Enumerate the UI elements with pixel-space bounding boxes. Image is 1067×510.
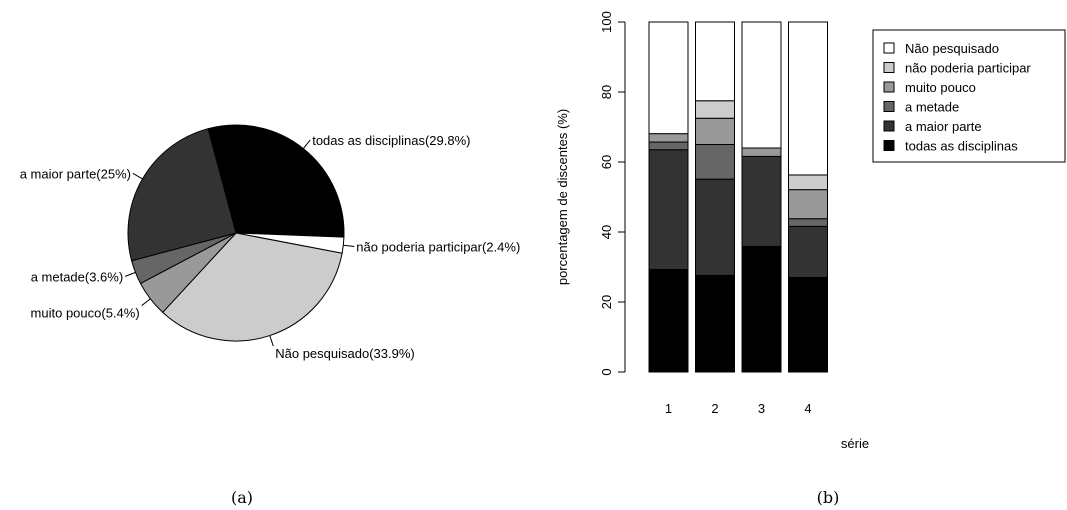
bar-segment-nao-pesquisado-1 xyxy=(648,21,689,135)
bar-segment-nao-poderia-participar-2 xyxy=(695,100,735,119)
y-tick-label: 60 xyxy=(599,155,614,169)
bar-segment-a-metade-1 xyxy=(648,141,689,151)
bar-segment-muito-pouco-1 xyxy=(648,133,689,143)
bar-segment-nao-pesquisado-4 xyxy=(788,21,828,176)
bar-segment-muito-pouco-2 xyxy=(695,117,735,145)
legend-label-muito-pouco: muito pouco xyxy=(905,80,976,95)
y-tick-label: 0 xyxy=(599,368,614,375)
bar-segment-a-maior-parte-2 xyxy=(695,178,735,276)
legend-label-a-metade: a metade xyxy=(905,100,959,115)
legend-swatch-muito-pouco xyxy=(883,81,895,93)
pie-label-leader xyxy=(343,244,355,247)
pie-slice-todas-as-disciplinas xyxy=(207,124,345,238)
pie-caption: (a) xyxy=(231,488,253,507)
bar-segment-a-metade-2 xyxy=(695,144,735,180)
bar-segment-nao-pesquisado-3 xyxy=(741,21,782,149)
bar-segment-a-maior-parte-1 xyxy=(648,149,689,270)
legend-label-a-maior-parte: a maior parte xyxy=(905,119,982,134)
bar-segment-todas-as-disciplinas-1 xyxy=(648,268,689,373)
pie-label-leader xyxy=(125,271,136,277)
legend-swatch-a-maior-parte xyxy=(883,120,895,132)
bar-segment-todas-as-disciplinas-4 xyxy=(788,277,828,373)
legend-label-nao-poderia-participar: não poderia participar xyxy=(905,61,1031,76)
x-tick-label: 3 xyxy=(758,401,765,416)
bar-caption: (b) xyxy=(817,488,840,507)
x-axis-label: série xyxy=(841,436,869,451)
pie-label-leader xyxy=(302,139,311,149)
pie-label-nao-pesquisado: Não pesquisado(33.9%) xyxy=(275,346,414,361)
pie-label-todas-as-disciplinas: todas as disciplinas(29.8%) xyxy=(312,133,470,148)
pie-label-leader xyxy=(269,335,274,347)
bar-segment-nao-poderia-participar-4 xyxy=(788,174,828,191)
legend-box xyxy=(872,29,1066,163)
y-tick-label: 100 xyxy=(599,11,614,33)
pie-chart: todas as disciplinas(29.8%) não poderia p… xyxy=(20,124,520,361)
legend: Não pesquisado não poderia participar muit… xyxy=(872,29,1066,163)
legend-label-nao-pesquisado: Não pesquisado xyxy=(905,41,999,56)
x-tick-label: 1 xyxy=(665,401,672,416)
bar-segment-muito-pouco-3 xyxy=(741,147,782,157)
x-tick-label: 2 xyxy=(711,401,718,416)
y-axis-label: porcentagem de discentes (%) xyxy=(555,109,570,285)
bar-segment-a-metade-4 xyxy=(788,218,828,227)
bar-segment-a-maior-parte-4 xyxy=(788,225,828,278)
legend-swatch-nao-poderia-participar xyxy=(883,62,895,73)
x-tick-label: 4 xyxy=(804,401,811,416)
pie-label-leader xyxy=(132,172,143,180)
pie-label-a-maior-parte: a maior parte(25%) xyxy=(20,166,131,181)
legend-swatch-a-metade xyxy=(883,101,895,112)
bar-segment-todas-as-disciplinas-2 xyxy=(695,274,735,373)
bar-segment-a-maior-parte-3 xyxy=(741,155,782,247)
y-tick-label: 20 xyxy=(599,295,614,309)
pie-label-a-metade: a metade(3.6%) xyxy=(31,269,124,284)
pie-label-muito-pouco: muito pouco(5.4%) xyxy=(31,306,140,321)
bar-segment-muito-pouco-4 xyxy=(788,189,828,220)
legend-label-todas-as-disciplinas: todas as disciplinas xyxy=(905,139,1018,154)
pie-slice-a-maior-parte xyxy=(127,128,237,262)
legend-swatch-nao-pesquisado xyxy=(883,42,895,54)
pie-label-leader xyxy=(141,298,151,306)
y-tick-label: 40 xyxy=(599,225,614,239)
pie-slice-nao-pesquisado xyxy=(162,232,343,342)
stacked-bar-chart: 0 20 40 60 80 100 porcentagem de discentes (%)… xyxy=(555,11,1066,451)
y-tick-label: 80 xyxy=(599,85,614,99)
legend-swatch-todas-as-disciplinas xyxy=(883,140,895,151)
bar-segment-todas-as-disciplinas-3 xyxy=(741,245,782,373)
bar-segment-nao-pesquisado-2 xyxy=(695,21,735,102)
pie-label-nao-poderia-participar: não poderia participar(2.4%) xyxy=(356,239,520,254)
